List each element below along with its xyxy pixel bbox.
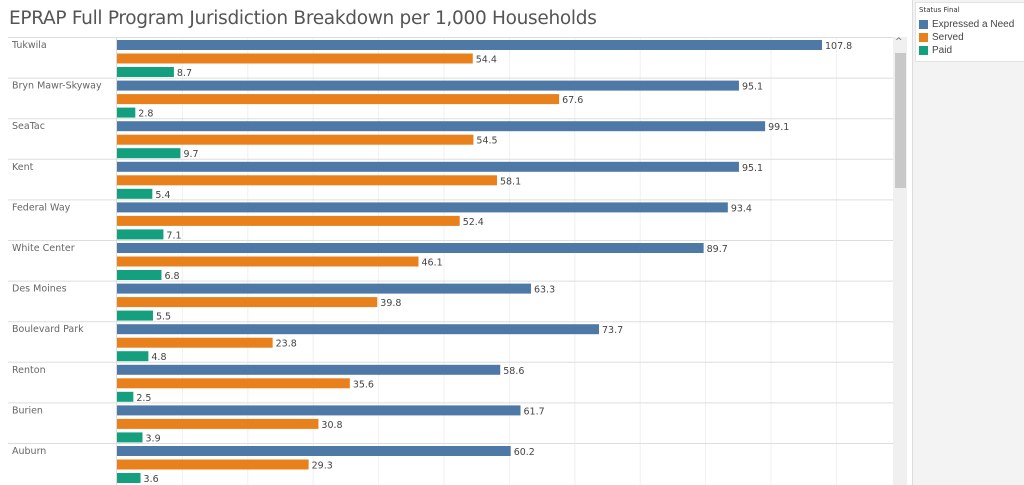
bar-paid <box>117 229 164 240</box>
legend-label: Paid <box>932 45 953 56</box>
legend-swatch <box>919 46 928 55</box>
data-label: 93.4 <box>731 203 752 214</box>
data-label: 3.9 <box>146 433 161 444</box>
bar-paid <box>117 310 153 321</box>
bar-chart: Tukwila 107.8 54.4 8.7 Bryn Mawr-Skyway 95.1 6… <box>8 37 893 485</box>
bar-served <box>117 94 560 105</box>
bar-expressed-a-need <box>117 364 501 375</box>
bar-paid <box>117 188 153 199</box>
data-label: 58.6 <box>503 366 524 377</box>
data-label: 39.8 <box>380 298 401 309</box>
bar-expressed-a-need <box>117 324 599 335</box>
data-label: 54.4 <box>476 55 497 66</box>
data-label: 67.6 <box>562 95 583 106</box>
bar-paid <box>117 270 162 280</box>
data-label: 58.1 <box>500 176 521 187</box>
bar-served <box>117 337 273 348</box>
legend-label: Served <box>932 32 964 43</box>
data-label: 89.7 <box>707 244 728 255</box>
bar-paid <box>117 351 149 362</box>
data-label: 54.5 <box>476 136 497 147</box>
bar-paid <box>117 473 141 483</box>
category-label: Des Moines <box>12 284 67 295</box>
bar-expressed-a-need <box>117 243 704 253</box>
legend-swatch <box>919 33 928 42</box>
bar-served <box>117 175 497 186</box>
bar-paid <box>117 391 134 402</box>
bar-served <box>117 418 319 429</box>
data-label: 35.6 <box>353 379 374 390</box>
chart-title: EPRAP Full Program Jurisdiction Breakdow… <box>9 8 597 29</box>
data-label: 2.5 <box>136 393 151 404</box>
bar-served <box>117 134 474 145</box>
bar-expressed-a-need <box>117 121 766 132</box>
data-label: 8.7 <box>177 68 192 79</box>
category-label: Kent <box>12 162 34 173</box>
data-label: 4.8 <box>151 352 166 363</box>
bar-expressed-a-need <box>117 202 728 213</box>
bar-expressed-a-need <box>117 446 511 456</box>
legend-panel: Status Final Expressed a Need Served Pai… <box>912 0 1024 485</box>
data-label: 6.8 <box>164 271 179 282</box>
bar-paid <box>117 67 174 77</box>
category-label: White Center <box>12 243 75 254</box>
data-label: 5.4 <box>155 190 170 201</box>
data-label: 5.5 <box>156 312 171 323</box>
bar-served <box>117 53 473 64</box>
category-label: Burien <box>12 405 43 416</box>
bar-paid <box>117 107 136 118</box>
vertical-scrollbar[interactable]: ^ <box>893 37 907 485</box>
bar-paid <box>117 432 143 443</box>
data-label: 9.7 <box>183 149 198 160</box>
legend-item-expressed[interactable]: Expressed a Need <box>919 18 1021 31</box>
bar-expressed-a-need <box>117 283 531 294</box>
data-label: 99.1 <box>768 122 789 133</box>
bar-expressed-a-need <box>117 40 823 50</box>
data-label: 7.1 <box>166 230 181 241</box>
data-label: 73.7 <box>602 325 623 336</box>
scrollbar-thumb[interactable] <box>895 53 906 188</box>
category-label: Bryn Mawr-Skyway <box>12 81 102 92</box>
bar-served <box>117 297 378 308</box>
bar-served <box>117 256 419 267</box>
data-label: 60.2 <box>514 447 535 458</box>
data-label: 29.3 <box>312 461 333 472</box>
data-label: 107.8 <box>825 41 852 52</box>
bar-served <box>117 459 309 470</box>
data-label: 52.4 <box>463 217 484 228</box>
category-label: Boulevard Park <box>12 324 84 335</box>
legend-swatch <box>919 20 928 29</box>
category-label: Tukwila <box>11 40 47 51</box>
scroll-up-icon[interactable]: ^ <box>895 37 903 47</box>
data-label: 61.7 <box>524 406 545 417</box>
category-label: Federal Way <box>12 202 71 213</box>
legend-label: Expressed a Need <box>932 19 1015 30</box>
legend-title: Status Final <box>919 6 960 14</box>
legend-item-paid[interactable]: Paid <box>919 44 1021 57</box>
data-label: 95.1 <box>742 82 763 93</box>
bar-served <box>117 378 350 389</box>
data-label: 95.1 <box>742 163 763 174</box>
data-label: 3.6 <box>144 474 159 485</box>
legend-item-served[interactable]: Served <box>919 31 1021 44</box>
bar-expressed-a-need <box>117 405 521 416</box>
category-label: Auburn <box>12 446 46 457</box>
category-label: SeaTac <box>12 121 45 132</box>
bar-paid <box>117 148 181 159</box>
legend: Status Final Expressed a Need Served Pai… <box>915 2 1024 62</box>
bar-expressed-a-need <box>117 161 739 172</box>
data-label: 46.1 <box>421 258 442 269</box>
data-label: 23.8 <box>276 339 297 350</box>
data-label: 30.8 <box>321 420 342 431</box>
data-label: 63.3 <box>534 285 555 296</box>
category-label: Renton <box>12 365 46 376</box>
data-label: 2.8 <box>138 109 153 120</box>
bar-served <box>117 215 460 226</box>
bar-expressed-a-need <box>117 80 739 91</box>
